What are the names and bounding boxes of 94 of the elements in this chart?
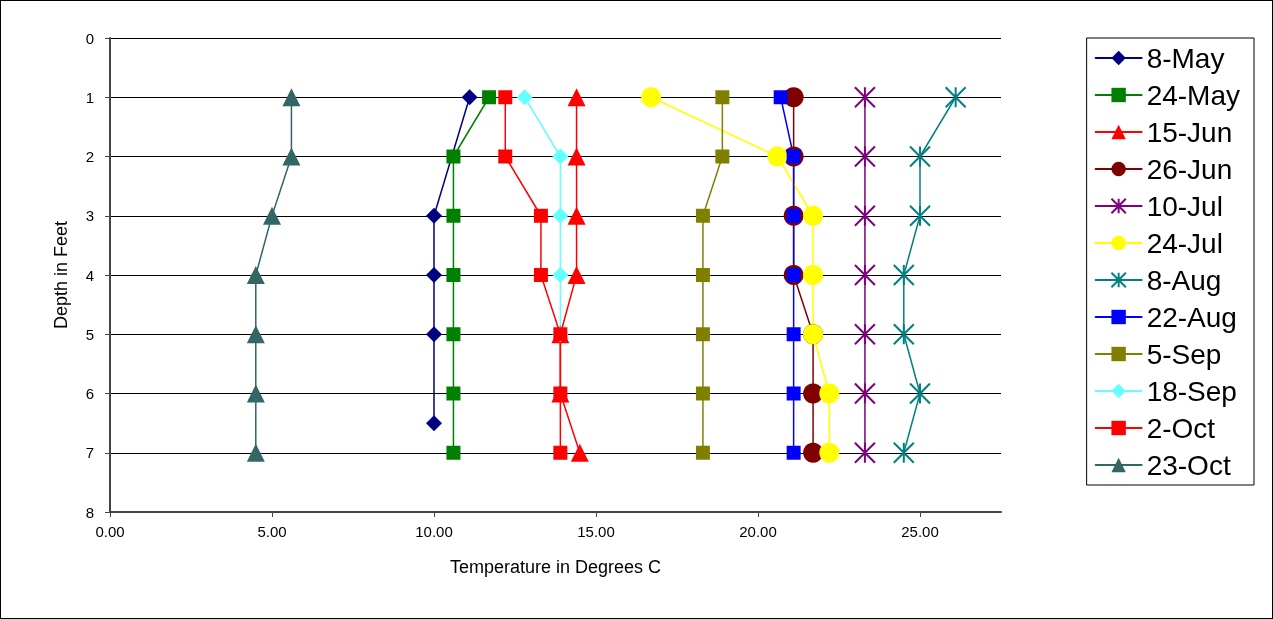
point: [853, 323, 876, 346]
x-tick-label: 25.00: [901, 523, 939, 540]
point: [909, 145, 931, 168]
y-tick-label: 6: [85, 385, 94, 402]
point: [282, 88, 301, 107]
point: [803, 442, 824, 463]
point: [446, 268, 461, 282]
point: [498, 149, 513, 164]
point: [641, 87, 662, 108]
point: [853, 204, 876, 227]
point: [426, 267, 442, 283]
legend-label: 23-Oct: [1146, 449, 1231, 481]
point: [767, 146, 788, 167]
y-tick-label: 0: [85, 29, 94, 47]
point: [552, 207, 569, 224]
legend-label: 8-May: [1146, 42, 1225, 74]
point: [819, 383, 840, 404]
point: [786, 327, 801, 342]
y-tick-label: 4: [85, 266, 94, 284]
point: [567, 147, 586, 166]
point: [892, 264, 915, 286]
legend-label: 22-Aug: [1146, 301, 1237, 333]
x-tick-label: 20.00: [739, 523, 777, 540]
x-axis-title: Temperature in Degrees C: [449, 557, 662, 577]
point: [803, 265, 824, 285]
y-tick-label: 8: [85, 503, 94, 521]
y-tick-label: 3: [85, 207, 94, 225]
point: [909, 382, 931, 405]
point: [498, 90, 513, 105]
legend-label: 5-Sep: [1146, 338, 1222, 370]
point: [246, 384, 265, 403]
legend-label: 24-May: [1146, 79, 1241, 111]
point: [786, 445, 801, 460]
point: [773, 90, 788, 105]
point: [819, 442, 840, 463]
point: [552, 267, 569, 283]
legend-label: 15-Jun: [1146, 116, 1233, 148]
point: [944, 86, 967, 109]
point: [567, 206, 586, 225]
point: [426, 415, 442, 432]
legend-label: 8-Aug: [1146, 264, 1222, 296]
point: [892, 323, 915, 346]
point: [695, 208, 710, 223]
y-axis-title: Depth in Feet: [51, 220, 71, 330]
y-tick-label: 5: [85, 325, 94, 343]
point: [533, 208, 548, 223]
point: [695, 386, 710, 401]
point: [853, 264, 876, 286]
point: [552, 148, 569, 165]
point: [892, 441, 915, 464]
x-tick-label: 10.00: [415, 523, 453, 540]
point: [553, 445, 568, 460]
point: [263, 206, 281, 225]
y-tick-label: 7: [85, 444, 94, 462]
point: [246, 325, 265, 344]
legend-label: 10-Jul: [1146, 190, 1223, 222]
point: [853, 145, 876, 168]
point: [446, 445, 461, 460]
point: [909, 204, 931, 227]
point: [461, 89, 478, 106]
point: [446, 386, 461, 401]
y-tick-label: 1: [85, 88, 94, 106]
point: [695, 327, 710, 342]
legend-label: 24-Jul: [1146, 227, 1223, 259]
point: [567, 266, 586, 284]
legend-label: 18-Sep: [1146, 375, 1237, 407]
point: [853, 441, 876, 464]
x-tick-label: 15.00: [577, 523, 615, 540]
point: [426, 207, 442, 224]
point: [246, 266, 265, 284]
point: [695, 445, 710, 460]
point: [803, 205, 824, 226]
point: [695, 268, 710, 282]
y-tick-label: 2: [85, 148, 94, 165]
point: [446, 208, 461, 223]
point: [446, 149, 461, 164]
point: [715, 149, 730, 164]
legend-label: 2-Oct: [1146, 412, 1216, 444]
point: [516, 89, 533, 106]
point: [282, 147, 301, 166]
x-tick-label: 0.00: [95, 523, 125, 540]
x-tick-label: 5.00: [257, 523, 287, 540]
point: [567, 88, 586, 107]
point: [246, 443, 265, 462]
point: [482, 90, 497, 105]
legend-label: 26-Jun: [1146, 153, 1233, 185]
point: [446, 327, 461, 342]
point: [715, 90, 730, 105]
point: [533, 268, 548, 282]
point: [786, 386, 801, 401]
point: [853, 382, 876, 405]
point: [426, 326, 442, 343]
point: [570, 443, 589, 462]
point: [853, 86, 876, 109]
